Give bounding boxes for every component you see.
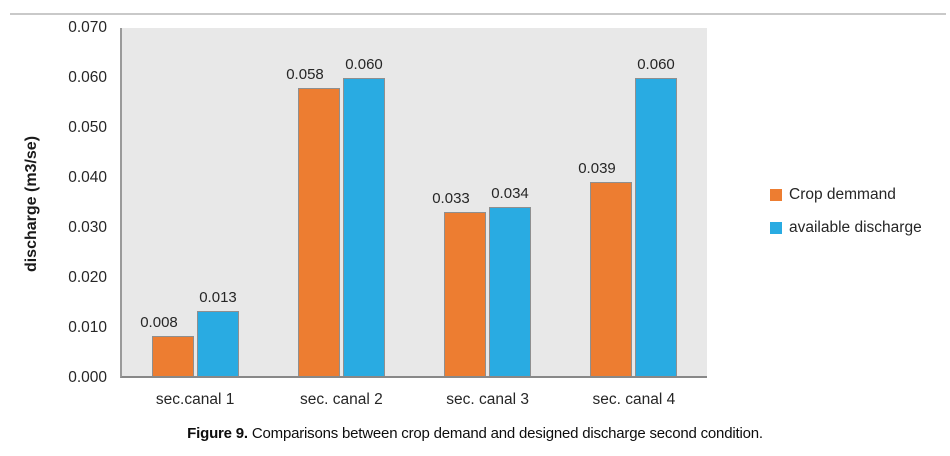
bar-crop-demmand [298, 88, 340, 376]
x-tick-label: sec. canal 3 [446, 391, 529, 408]
bar-available-discharge [197, 311, 239, 376]
y-tick-label: 0.070 [68, 19, 107, 36]
figure-caption: Figure 9. Comparisons between crop demand… [0, 425, 950, 442]
y-axis-title: discharge (m3/se) [23, 135, 40, 273]
figure-caption-text: Comparisons between crop demand and desi… [251, 425, 763, 442]
bar-value-label: 0.039 [578, 160, 616, 177]
bar-crop-demmand [152, 336, 194, 376]
y-tick-label: 0.040 [68, 169, 107, 186]
bar-available-discharge [635, 78, 677, 376]
bar-available-discharge [343, 78, 385, 376]
legend-item-available-discharge: available discharge [770, 219, 922, 237]
bar-chart-figure: discharge (m3/se) 0.000 0.010 0.020 0.030 0.… [23, 19, 922, 408]
y-tick-label: 0.030 [68, 219, 107, 236]
bar-value-label: 0.008 [140, 314, 178, 331]
bar-value-label: 0.013 [199, 289, 237, 306]
y-tick-label: 0.000 [68, 369, 107, 386]
figure-caption-label: Figure 9. [187, 425, 248, 442]
chart-legend: Crop demmand available discharge [770, 186, 922, 252]
bar-value-label: 0.034 [491, 185, 529, 202]
bar-crop-demmand [590, 182, 632, 376]
bar-value-label: 0.058 [286, 66, 324, 83]
bar-crop-demmand [444, 212, 486, 376]
bar-value-label: 0.060 [345, 56, 383, 73]
bar-available-discharge [489, 207, 531, 376]
legend-swatch-icon [770, 189, 782, 201]
x-tick-label: sec. canal 2 [300, 391, 383, 408]
y-tick-label: 0.050 [68, 119, 107, 136]
legend-label: available discharge [789, 219, 922, 236]
legend-item-crop-demmand: Crop demmand [770, 186, 922, 204]
bar-value-label: 0.060 [637, 56, 675, 73]
x-tick-label: sec.canal 1 [155, 391, 235, 408]
y-tick-label: 0.010 [68, 319, 107, 336]
plot-area: 0.008 0.013 0.058 0.060 0.033 0.034 0.039 0.060 [120, 28, 707, 378]
x-tick-label: sec. canal 4 [592, 391, 676, 408]
legend-label: Crop demmand [789, 186, 896, 203]
y-tick-label: 0.020 [68, 269, 107, 286]
bar-value-label: 0.033 [432, 190, 470, 207]
page-divider-rule [10, 13, 946, 15]
y-tick-label: 0.060 [68, 69, 107, 86]
legend-swatch-icon [770, 222, 782, 234]
